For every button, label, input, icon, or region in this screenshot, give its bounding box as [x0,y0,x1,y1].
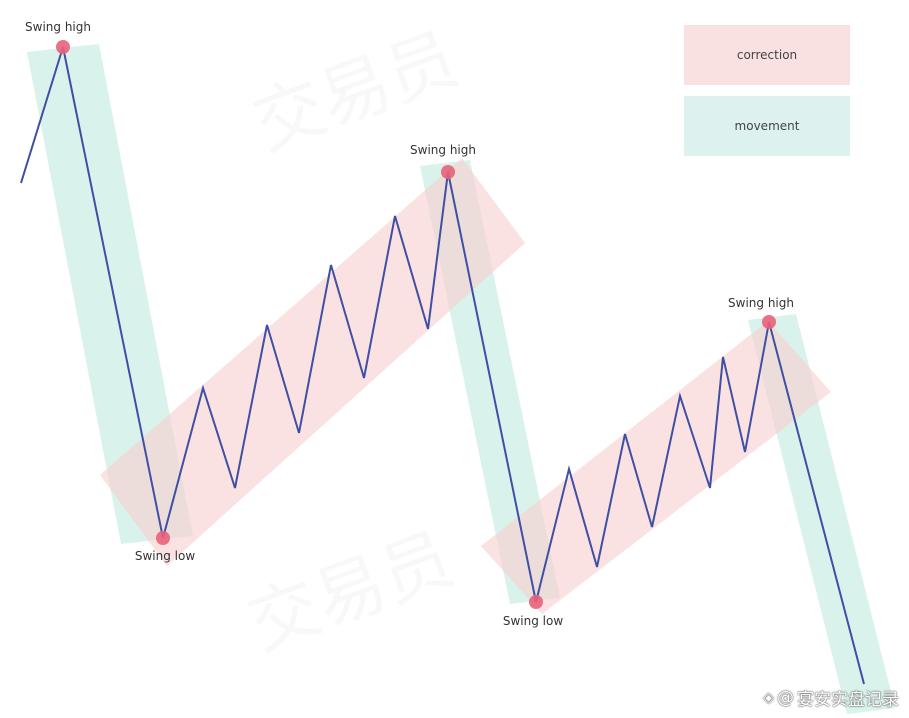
swing-low-marker [529,595,543,609]
swing-high-label: Swing high [410,143,476,157]
swing-low-marker [156,531,170,545]
legend-correction-label: correction [736,48,798,62]
swing-high-marker [441,165,455,179]
source-watermark: ◈ @ 宴安实盘记录 [763,685,899,711]
swing-high-label: Swing high [728,296,794,310]
movement-band [27,44,193,544]
at-symbol: @ [777,687,794,708]
swing-low-label: Swing low [503,614,563,628]
svg-text:交易员: 交易员 [238,517,463,666]
diamond-logo-icon: ◈ [763,689,774,706]
swing-high-marker [762,315,776,329]
swing-high-marker [56,40,70,54]
correction-band [481,321,831,614]
legend-correction: correction [684,25,850,85]
swing-high-label: Swing high [25,20,91,34]
legend-movement: movement [684,96,850,156]
account-name: 宴安实盘记录 [797,690,899,710]
swing-low-label: Swing low [135,549,195,563]
legend-movement-label: movement [734,119,800,133]
